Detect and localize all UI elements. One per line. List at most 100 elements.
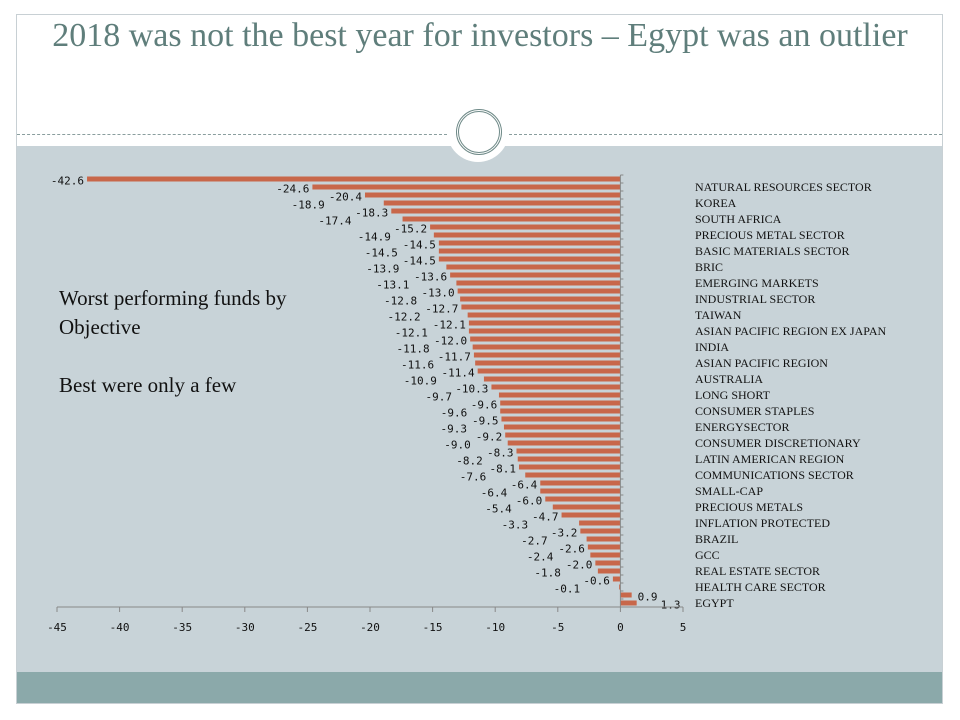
bar bbox=[456, 280, 621, 286]
data-label: -17.4 bbox=[318, 215, 351, 228]
x-tick-label: -15 bbox=[423, 621, 443, 634]
category-label: ENERGYSECTOR bbox=[695, 420, 789, 434]
bar bbox=[501, 416, 621, 422]
data-label: -42.6 bbox=[51, 175, 84, 188]
data-label: -2.7 bbox=[521, 535, 548, 548]
data-label: -5.4 bbox=[485, 503, 512, 516]
bar bbox=[525, 472, 621, 478]
bar bbox=[498, 392, 621, 398]
data-label: -13.1 bbox=[376, 279, 409, 292]
bar bbox=[597, 568, 621, 574]
data-label: -24.6 bbox=[276, 183, 309, 196]
data-label: -14.5 bbox=[365, 247, 398, 260]
data-label: -8.3 bbox=[487, 447, 514, 460]
data-label: -6.4 bbox=[481, 487, 508, 500]
data-label: -10.9 bbox=[404, 375, 437, 388]
category-label: CONSUMER DISCRETIONARY bbox=[695, 436, 861, 450]
bar bbox=[595, 560, 621, 566]
bar bbox=[561, 512, 621, 518]
bar bbox=[438, 240, 621, 246]
bar bbox=[505, 432, 621, 438]
data-label: -11.4 bbox=[442, 367, 475, 380]
x-tick-label: -40 bbox=[110, 621, 130, 634]
data-label: -13.6 bbox=[414, 271, 447, 284]
category-label: EMERGING MARKETS bbox=[695, 276, 819, 290]
footer-bar bbox=[17, 672, 942, 703]
data-label: -2.6 bbox=[558, 543, 585, 556]
data-label: -11.6 bbox=[401, 359, 434, 372]
category-label: EGYPT bbox=[695, 596, 734, 610]
x-tick-label: -25 bbox=[297, 621, 317, 634]
bar bbox=[620, 600, 637, 606]
data-label: -20.4 bbox=[329, 191, 362, 204]
text-line-2: Objective bbox=[59, 315, 141, 339]
data-label: -10.3 bbox=[455, 383, 488, 396]
data-label: -8.2 bbox=[456, 455, 483, 468]
data-label: 0.9 bbox=[638, 591, 658, 604]
bar bbox=[472, 344, 621, 350]
category-label: INDUSTRIAL SECTOR bbox=[695, 292, 815, 306]
bar bbox=[500, 400, 621, 406]
bar bbox=[468, 328, 621, 334]
data-label: -7.6 bbox=[460, 471, 487, 484]
data-label: -8.1 bbox=[489, 463, 516, 476]
bar bbox=[468, 320, 621, 326]
x-tick-label: -45 bbox=[47, 621, 67, 634]
bar bbox=[470, 336, 621, 342]
bar bbox=[580, 528, 621, 534]
bar bbox=[391, 208, 621, 214]
bar bbox=[491, 384, 621, 390]
category-label: NATURAL RESOURCES SECTOR bbox=[695, 180, 872, 194]
slide-frame bbox=[16, 14, 943, 704]
bar bbox=[461, 304, 621, 310]
category-label: GCC bbox=[695, 548, 720, 562]
bar bbox=[483, 376, 621, 382]
bar bbox=[587, 544, 621, 550]
bar bbox=[473, 352, 621, 358]
bar bbox=[477, 368, 621, 374]
x-tick-label: 5 bbox=[680, 621, 687, 634]
data-label: -13.0 bbox=[422, 287, 455, 300]
data-label: -9.0 bbox=[444, 439, 471, 452]
data-label: -15.2 bbox=[394, 223, 427, 236]
data-label: -18.3 bbox=[355, 207, 388, 220]
bar bbox=[430, 224, 621, 230]
category-label: TAIWAN bbox=[695, 308, 742, 322]
bar bbox=[518, 464, 621, 470]
bar bbox=[438, 248, 621, 254]
bar bbox=[364, 192, 621, 198]
slide-text: Worst performing funds by Objective Best… bbox=[59, 284, 287, 400]
category-label: SOUTH AFRICA bbox=[695, 212, 782, 226]
data-label: -2.4 bbox=[527, 551, 554, 564]
category-label: INFLATION PROTECTED bbox=[695, 516, 830, 530]
x-tick-label: 0 bbox=[617, 621, 624, 634]
bar bbox=[507, 440, 621, 446]
text-line-1: Worst performing funds by bbox=[59, 286, 287, 310]
data-label: -4.7 bbox=[532, 511, 559, 524]
category-label: AUSTRALIA bbox=[695, 372, 763, 386]
data-label: -18.9 bbox=[292, 199, 325, 212]
category-label: BRIC bbox=[695, 260, 723, 274]
category-label: CONSUMER STAPLES bbox=[695, 404, 814, 418]
data-label: -6.0 bbox=[516, 495, 543, 508]
divider-right bbox=[509, 134, 942, 135]
data-label: -3.3 bbox=[502, 519, 528, 532]
bar bbox=[500, 408, 621, 414]
category-label: REAL ESTATE SECTOR bbox=[695, 564, 820, 578]
data-label: -1.8 bbox=[534, 567, 561, 580]
bar bbox=[446, 264, 621, 270]
bar bbox=[540, 480, 621, 486]
bar bbox=[450, 272, 621, 278]
x-tick-label: -5 bbox=[551, 621, 564, 634]
x-tick-label: -30 bbox=[235, 621, 255, 634]
bar bbox=[620, 592, 632, 598]
data-label: 1.3 bbox=[661, 599, 681, 612]
bar bbox=[402, 216, 621, 222]
data-label: -9.2 bbox=[476, 431, 503, 444]
category-label: COMMUNICATIONS SECTOR bbox=[695, 468, 854, 482]
data-label: -12.1 bbox=[433, 319, 466, 332]
x-tick-label: -10 bbox=[485, 621, 505, 634]
circle-ornament-icon bbox=[456, 109, 502, 155]
bar bbox=[579, 520, 621, 526]
data-label: -9.7 bbox=[425, 391, 452, 404]
